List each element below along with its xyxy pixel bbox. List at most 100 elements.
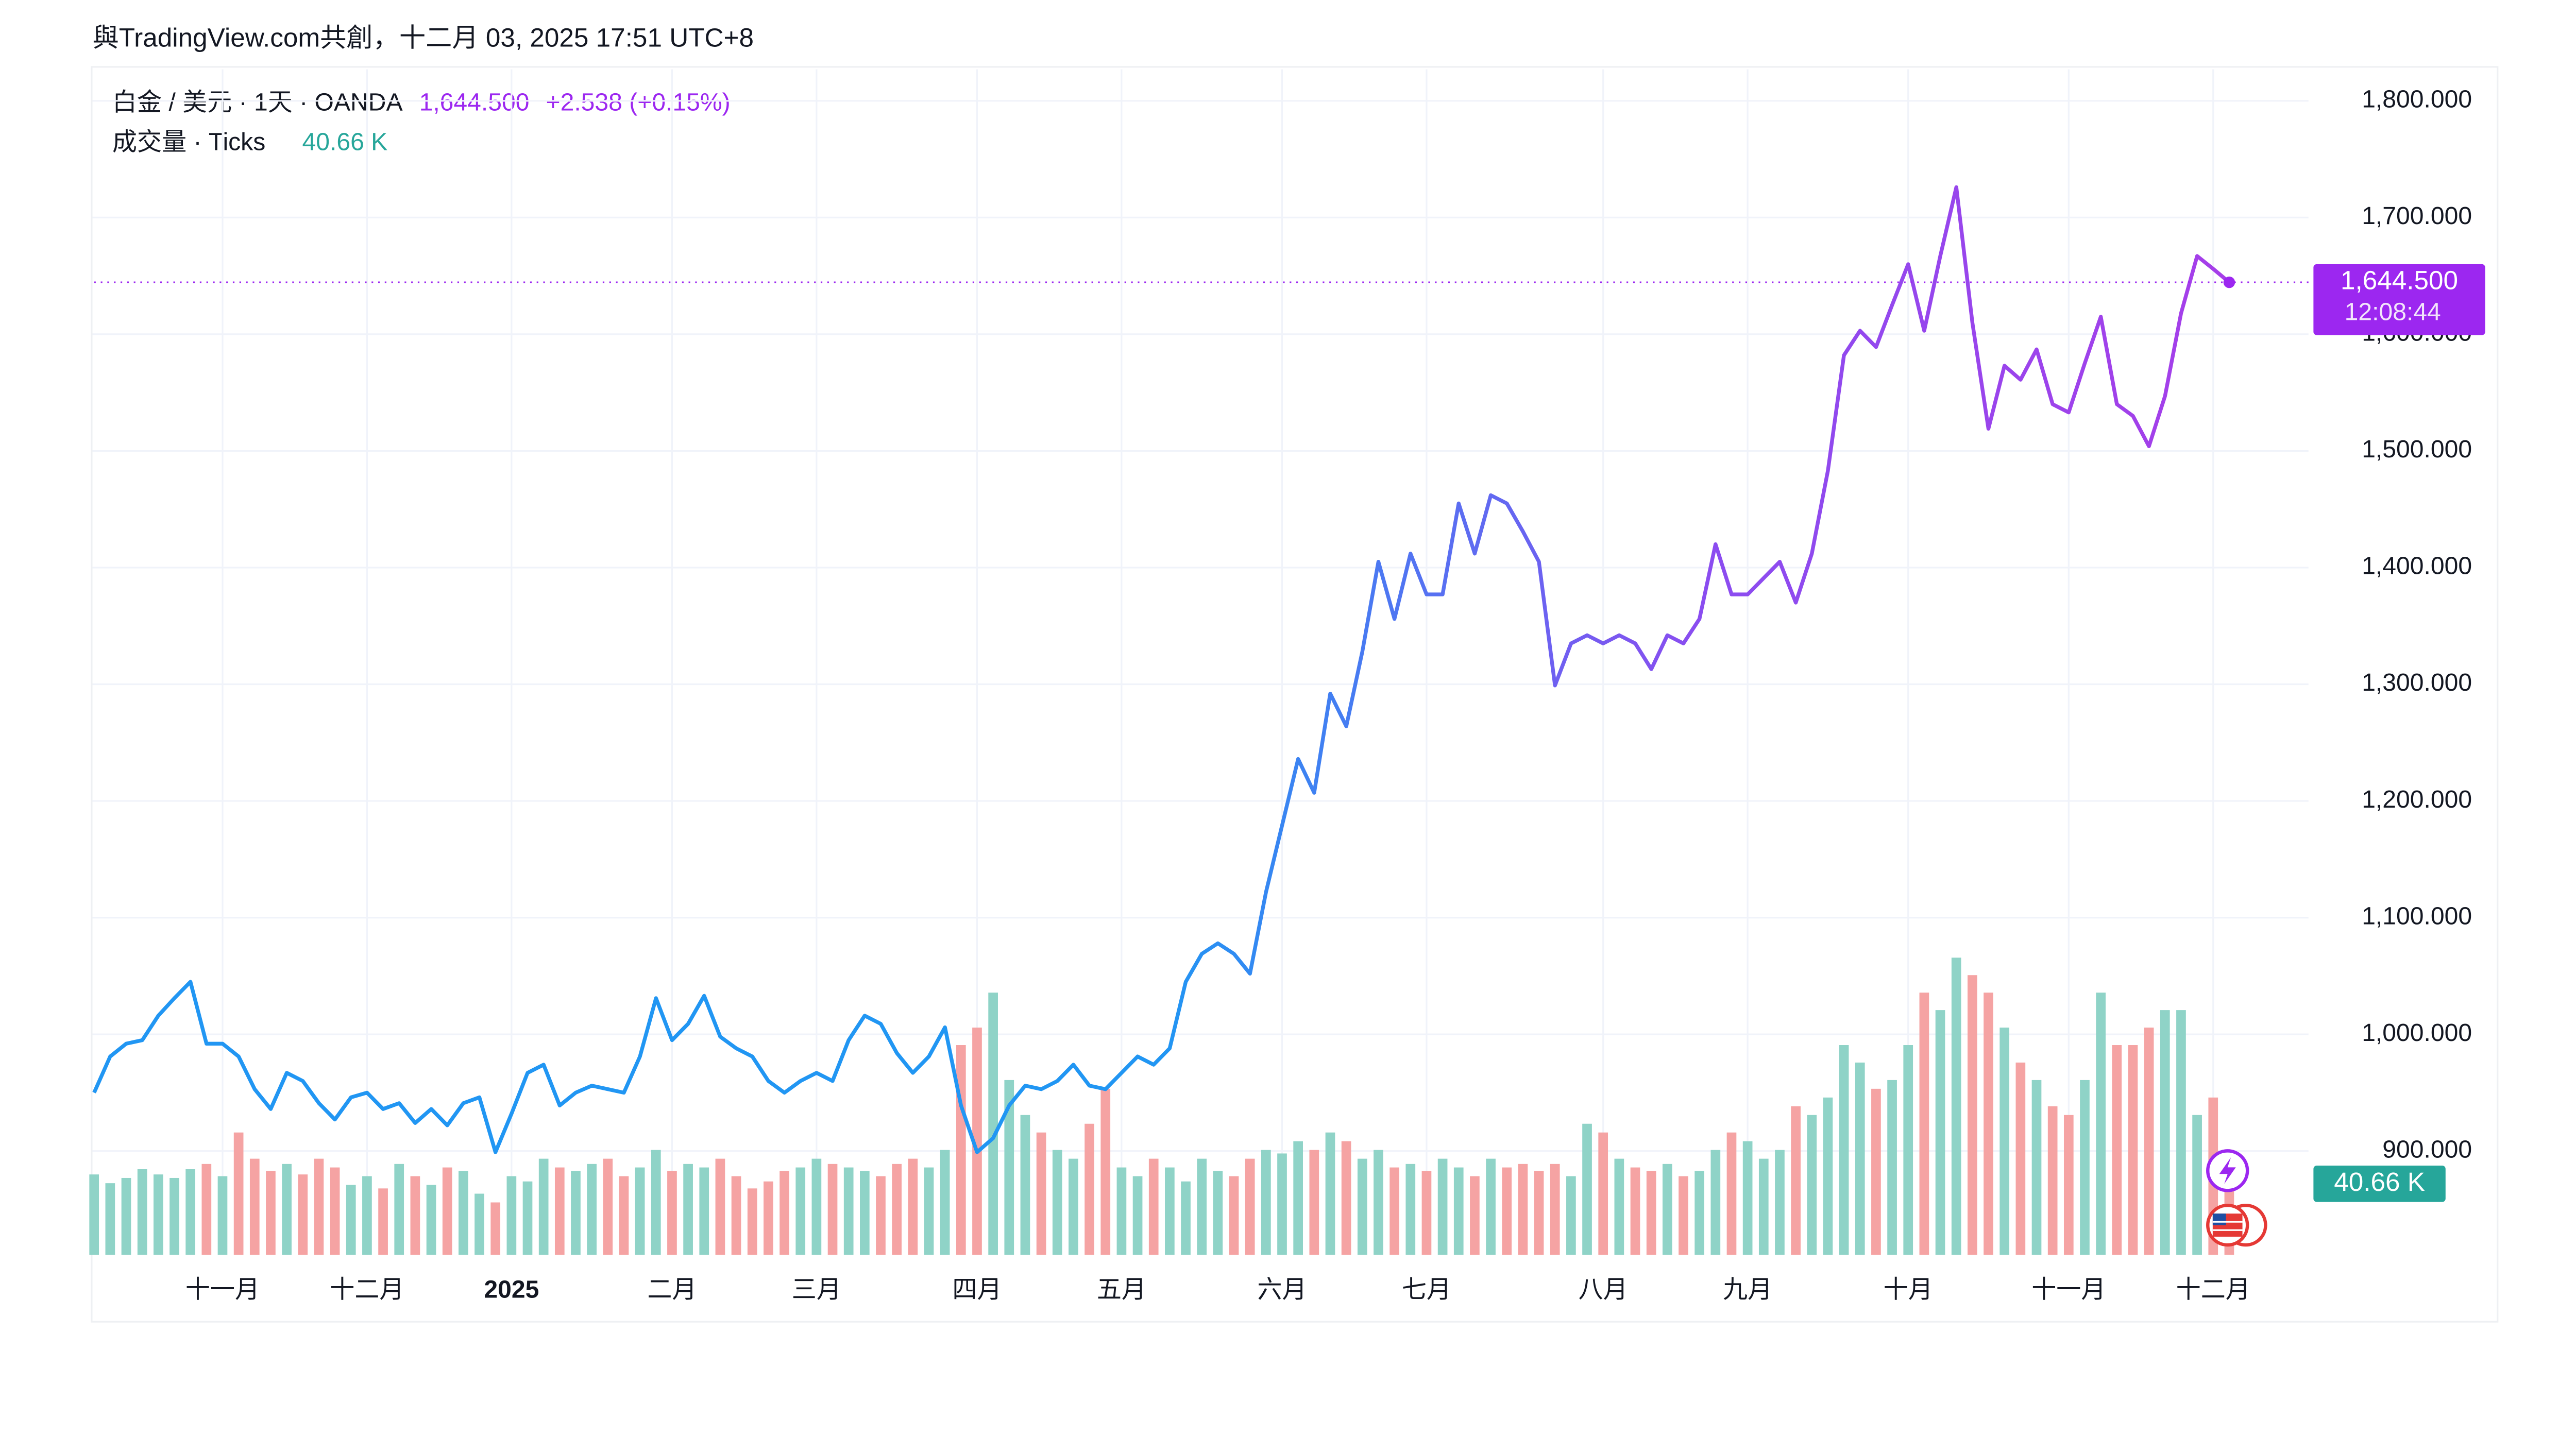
volume-bar [217, 1176, 228, 1255]
volume-bar [1004, 1080, 1014, 1255]
volume-bar [2128, 1045, 2138, 1255]
volume-bar [1052, 1150, 1062, 1255]
volume-bar [1245, 1158, 1255, 1255]
y-tick-label: 1,200.000 [2362, 785, 2472, 813]
volume-bar [860, 1171, 870, 1255]
volume-bar [619, 1176, 629, 1255]
volume-bar [2192, 1115, 2202, 1255]
volume-bar [715, 1158, 725, 1255]
volume-bar [795, 1167, 806, 1255]
volume-bar [1775, 1150, 1785, 1255]
volume-bar [554, 1167, 565, 1255]
volume-bar [651, 1150, 661, 1255]
y-tick-label: 1,300.000 [2362, 669, 2472, 696]
volume-bar [1855, 1062, 1865, 1255]
volume-bar [170, 1177, 179, 1255]
volume-bar [1437, 1158, 1448, 1255]
volume-bar [185, 1169, 195, 1255]
volume-bar [635, 1167, 645, 1255]
volume-bar [1132, 1176, 1143, 1255]
volume-tag-value: 40.66 K [2334, 1167, 2425, 1196]
x-tick-label: 六月 [1257, 1276, 1307, 1304]
axes: 900.000 1,000.000 1,100.000 1,200.000 1,300.… [185, 86, 2472, 1304]
volume-bar [89, 1174, 99, 1255]
y-tick-label: 1,000.000 [2362, 1019, 2472, 1047]
volume-bar [459, 1171, 468, 1255]
volume-bar [1277, 1153, 1287, 1255]
volume-bar [1791, 1106, 1801, 1255]
volume-bar [249, 1158, 260, 1255]
volume-bar [667, 1171, 677, 1255]
volume-bar [378, 1188, 388, 1255]
volume-bar [410, 1176, 420, 1255]
volume-bar [892, 1164, 902, 1255]
lightning-icon [2219, 1157, 2236, 1184]
volume-bar [1100, 1088, 1111, 1255]
volume-bar [988, 993, 998, 1255]
volume-bar [1374, 1150, 1383, 1255]
volume-bar [1582, 1123, 1592, 1255]
volume-bar [1646, 1171, 1656, 1255]
x-tick-label: 九月 [1723, 1276, 1772, 1304]
y-tick-label: 900.000 [2382, 1135, 2472, 1163]
volume-bar [1325, 1132, 1335, 1255]
x-tick-label: 十月 [1884, 1276, 1933, 1304]
volume-name: 成交量 · Ticks [112, 128, 265, 156]
volume-bar [442, 1167, 452, 1255]
price-line [92, 185, 2231, 1154]
last-price: 1,644.500 [419, 89, 530, 116]
volume-bar [394, 1164, 404, 1255]
volume-bar [827, 1164, 838, 1255]
volume-bar [603, 1158, 613, 1255]
volume-bar [153, 1174, 163, 1255]
volume-bar [346, 1185, 356, 1255]
volume-bar [1984, 993, 1993, 1255]
volume-bar [779, 1171, 789, 1255]
volume-bar [1518, 1164, 1528, 1255]
volume-bar [924, 1167, 934, 1255]
volume-bar [972, 1028, 982, 1255]
symbol-name: 白金 / 美元 · 1天 · OANDA [112, 89, 403, 116]
volume-bar [1148, 1158, 1159, 1255]
volume-bar [233, 1132, 244, 1255]
volume-bar [2096, 993, 2106, 1255]
volume-bar [1871, 1088, 1881, 1255]
y-tick-label: 1,400.000 [2362, 552, 2472, 580]
volume-bar [2176, 1010, 2186, 1255]
volume-bar [298, 1174, 308, 1255]
volume-bar [747, 1188, 757, 1255]
volume-bar [908, 1158, 918, 1255]
volume-bar [1630, 1167, 1640, 1255]
y-tick-label: 1,700.000 [2362, 202, 2472, 230]
flag-icon [2212, 1213, 2226, 1225]
volume-bar [1036, 1132, 1046, 1255]
volume-bar [1486, 1158, 1496, 1255]
volume-bar [266, 1171, 276, 1255]
volume-bar [1550, 1164, 1560, 1255]
volume-bar [1213, 1171, 1223, 1255]
x-tick-label: 十一月 [2031, 1276, 2106, 1304]
volume-bar [1453, 1167, 1464, 1255]
volume-bar [1309, 1150, 1319, 1255]
volume-bar [1084, 1123, 1094, 1255]
volume-bar [1662, 1164, 1672, 1255]
volume-bar [2015, 1062, 2026, 1255]
volume-value: 40.66 K [302, 128, 388, 156]
volume-bar [2144, 1028, 2154, 1255]
volume-bar [1181, 1181, 1191, 1255]
volume-bar [137, 1169, 147, 1255]
last-price-dot [2223, 276, 2235, 288]
volume-bar [2160, 1010, 2170, 1255]
volume-bar [506, 1176, 517, 1255]
volume-bar [1405, 1164, 1416, 1255]
volume-bar [1534, 1171, 1544, 1255]
volume-bar [426, 1185, 436, 1255]
x-tick-label: 八月 [1579, 1276, 1628, 1304]
x-tick-label: 四月 [952, 1276, 1002, 1304]
x-tick-label: 五月 [1097, 1276, 1146, 1304]
price-tag [2313, 264, 2485, 335]
volume-bar [571, 1171, 581, 1255]
event-icons [2206, 1149, 2267, 1247]
x-tick-label: 2025 [484, 1276, 539, 1304]
